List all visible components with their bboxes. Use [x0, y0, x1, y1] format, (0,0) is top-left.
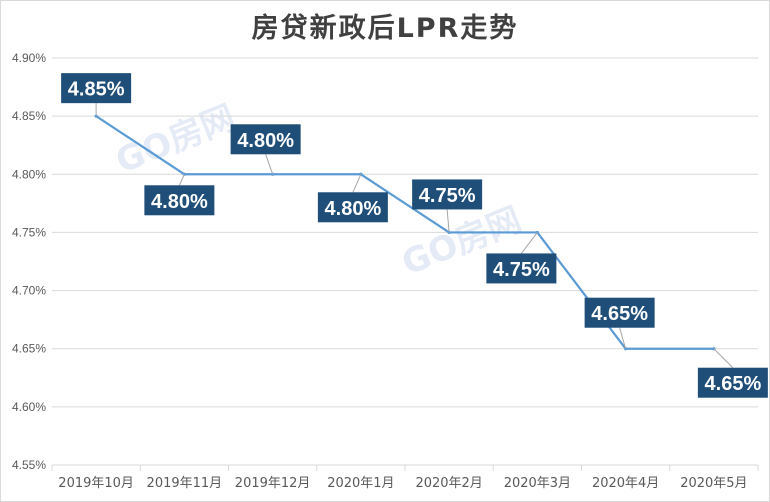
data-label: 4.75%	[493, 259, 550, 281]
y-tick-label: 4.90%	[12, 51, 46, 65]
y-tick-label: 4.60%	[12, 400, 46, 414]
x-tick-label: 2020年5月	[680, 476, 747, 491]
label-leader-line	[265, 154, 274, 175]
x-tick-label: 2019年12月	[235, 476, 311, 491]
y-tick-label: 4.65%	[12, 342, 46, 356]
label-leader-line	[446, 209, 450, 233]
x-tick-label: 2019年10月	[58, 476, 134, 491]
data-label: 4.80%	[237, 130, 294, 152]
label-leader-line	[352, 174, 362, 193]
data-label-box	[317, 192, 388, 223]
label-leader-line	[520, 232, 538, 254]
data-label-box	[61, 73, 132, 104]
data-label-box	[144, 185, 215, 216]
label-leader-line	[713, 348, 734, 369]
data-label: 4.65%	[591, 303, 648, 325]
label-leader-line	[178, 174, 185, 186]
x-tick-label: 2020年1月	[327, 476, 394, 491]
y-tick-label: 4.80%	[12, 167, 46, 181]
series-line	[95, 115, 714, 350]
data-label-box	[584, 297, 655, 328]
x-tick-label: 2019年11月	[147, 476, 223, 491]
x-tick-label: 2020年4月	[592, 476, 659, 491]
data-label: 4.65%	[705, 373, 762, 395]
chart-title: 房贷新政后LPR走势	[251, 13, 519, 44]
x-tick-label: 2020年3月	[504, 476, 571, 491]
label-leader-line	[619, 327, 627, 349]
data-label: 4.75%	[419, 185, 476, 207]
data-label: 4.80%	[151, 191, 208, 213]
data-label-box	[230, 124, 301, 155]
data-label: 4.80%	[325, 198, 382, 220]
y-tick-label: 4.55%	[12, 458, 46, 472]
y-tick-label: 4.75%	[12, 225, 46, 239]
data-label: 4.85%	[68, 79, 125, 101]
data-label-box	[697, 367, 768, 398]
x-tick-label: 2020年2月	[415, 476, 482, 491]
data-label-box	[486, 253, 557, 284]
data-label-box	[412, 179, 483, 210]
y-tick-label: 4.85%	[12, 109, 46, 123]
y-tick-label: 4.70%	[12, 284, 46, 298]
